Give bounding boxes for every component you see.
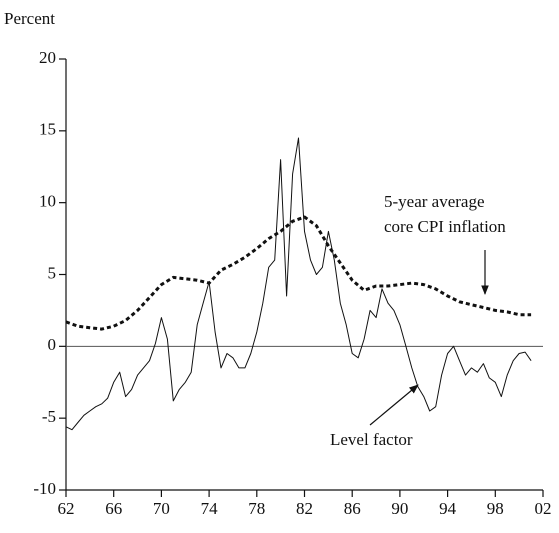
annotation-arrow xyxy=(369,384,419,426)
x-tick-label: 98 xyxy=(487,499,504,518)
annotation: Level factor xyxy=(330,430,413,449)
y-tick-label: 10 xyxy=(39,192,56,211)
series-line xyxy=(65,137,532,431)
annotation: core CPI inflation xyxy=(384,217,506,236)
x-tick-label: 82 xyxy=(296,499,313,518)
x-tick-label: 86 xyxy=(344,499,361,518)
y-tick-label: -5 xyxy=(42,407,56,426)
y-tick-label: 15 xyxy=(39,120,56,139)
x-tick-label: 62 xyxy=(58,499,75,518)
annotation: 5-year average xyxy=(384,192,485,211)
y-tick-label: -10 xyxy=(33,479,56,498)
x-tick-label: 74 xyxy=(201,499,219,518)
x-tick-label: 78 xyxy=(248,499,265,518)
x-tick-label: 66 xyxy=(105,499,122,518)
x-tick-label: 90 xyxy=(391,499,408,518)
y-axis-label: Percent xyxy=(4,9,55,28)
y-tick-label: 5 xyxy=(48,263,57,282)
series-line xyxy=(65,215,532,331)
x-tick-label: 94 xyxy=(439,499,457,518)
y-tick-label: 20 xyxy=(39,48,56,67)
x-tick-label: 02 xyxy=(535,499,552,518)
x-tick-label: 70 xyxy=(153,499,170,518)
y-tick-label: 0 xyxy=(48,335,57,354)
